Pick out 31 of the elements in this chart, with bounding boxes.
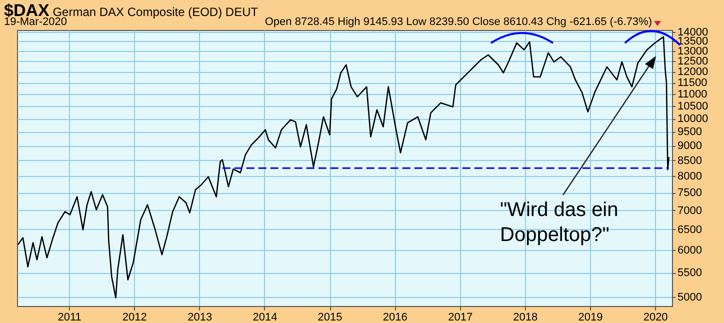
x-tick-label: 2020 [643, 312, 668, 323]
y-tick-label: 12000 [678, 66, 708, 78]
y-tick-label: 11500 [678, 77, 708, 90]
annotation: "Wird das ein Doppeltop?" [500, 198, 620, 248]
x-tick-label: 2016 [382, 312, 408, 323]
x-tick-label: 2013 [188, 312, 212, 323]
line-series [17, 36, 670, 298]
y-tick-label: 7000 [678, 204, 702, 217]
x-tick-label: 2017 [448, 312, 473, 323]
y-tick-label: 13000 [678, 45, 708, 58]
x-tick-label: 2011 [58, 312, 82, 323]
y-tick-label: 6000 [678, 244, 702, 257]
y-tick-label: 10500 [678, 100, 708, 112]
y-tick-label: 5500 [678, 267, 702, 280]
y-tick-label: 13500 [678, 36, 708, 48]
y-tick-label: 7500 [678, 187, 702, 200]
y-tick-label: 11000 [678, 88, 708, 100]
x-tick-label: 2014 [252, 312, 278, 323]
y-tick-label: 8500 [678, 154, 702, 167]
x-tick-label: 2019 [578, 312, 603, 323]
x-tick-label: 2015 [318, 312, 342, 323]
text: Open 8728.45 High 9145.93 Low 8239.50 Close 8610.43 Chg -621.65 (-6.73%) [264, 16, 652, 28]
y-tick-label: 10000 [678, 113, 708, 126]
y-tick-label: 9500 [678, 126, 702, 138]
y-tick-label: 12500 [678, 56, 708, 68]
y-tick-label: 9000 [678, 140, 702, 152]
x-tick-label: 2012 [122, 312, 147, 323]
x-tick-label: 2018 [513, 312, 538, 323]
y-tick-label: 5000 [678, 292, 702, 304]
y-tick-label: 6500 [678, 224, 702, 236]
y-tick-label: 8000 [678, 170, 702, 183]
